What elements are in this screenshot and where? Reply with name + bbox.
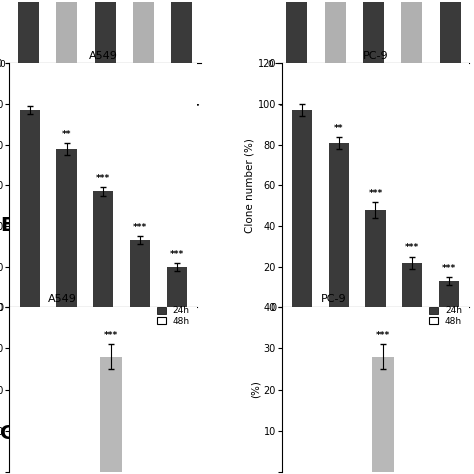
- Bar: [439, 2, 461, 64]
- Text: ***: ***: [442, 264, 456, 273]
- Bar: [363, 2, 384, 64]
- Y-axis label: (%): (%): [251, 381, 261, 399]
- X-axis label: DHA (μM): DHA (μM): [79, 342, 128, 352]
- Text: C: C: [0, 424, 14, 443]
- Text: ***: ***: [170, 250, 184, 259]
- Bar: [133, 2, 154, 64]
- Bar: [365, 210, 385, 308]
- Bar: [19, 110, 40, 308]
- Bar: [292, 110, 312, 308]
- Bar: [439, 281, 459, 308]
- Text: PC-9: PC-9: [321, 294, 347, 304]
- Text: B: B: [0, 216, 15, 235]
- Bar: [372, 356, 394, 472]
- Bar: [100, 356, 122, 472]
- Title: PC-9: PC-9: [363, 51, 388, 61]
- Bar: [325, 2, 346, 64]
- Bar: [402, 263, 422, 308]
- Bar: [328, 143, 349, 308]
- Text: **: **: [62, 129, 71, 138]
- Text: **: **: [334, 124, 343, 133]
- Legend: 24h, 48h: 24h, 48h: [426, 304, 465, 328]
- Bar: [167, 267, 187, 308]
- Bar: [93, 191, 113, 308]
- Text: ***: ***: [133, 223, 147, 232]
- Text: ***: ***: [368, 189, 383, 198]
- Text: ***: ***: [376, 331, 390, 340]
- Legend: 24h, 48h: 24h, 48h: [154, 304, 192, 328]
- Title: A549: A549: [89, 51, 118, 61]
- Text: ***: ***: [405, 244, 419, 253]
- X-axis label: DHA (μM): DHA (μM): [351, 342, 400, 352]
- Bar: [401, 2, 422, 64]
- Text: ***: ***: [104, 331, 118, 340]
- Bar: [286, 2, 307, 64]
- Bar: [95, 2, 116, 64]
- Bar: [56, 149, 77, 308]
- Bar: [18, 2, 39, 64]
- Y-axis label: Clone number (%): Clone number (%): [245, 138, 255, 233]
- Bar: [130, 240, 150, 308]
- Text: ***: ***: [96, 174, 110, 183]
- X-axis label: DHA (μM): DHA (μM): [349, 99, 398, 109]
- X-axis label: DHA (μM): DHA (μM): [81, 99, 130, 109]
- Bar: [56, 2, 77, 64]
- Text: A549: A549: [47, 294, 76, 304]
- Bar: [172, 2, 192, 64]
